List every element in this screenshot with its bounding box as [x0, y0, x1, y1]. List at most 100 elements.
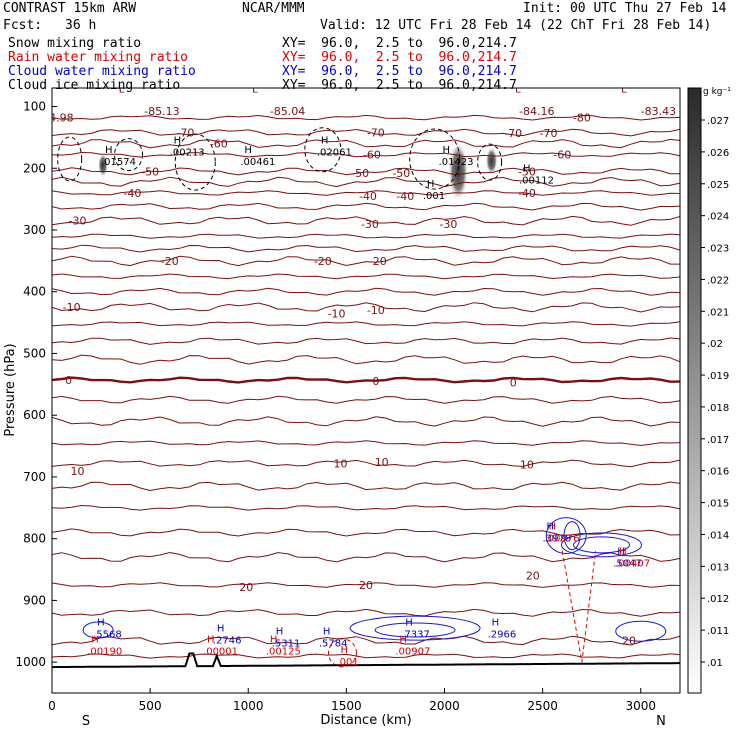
- cloud-water-contour: [563, 521, 581, 551]
- extremum-mark: L: [119, 84, 125, 95]
- extremum-value: .2746: [213, 635, 242, 646]
- extremum-value: .00976: [545, 534, 580, 545]
- isotherm-label: -60: [210, 138, 228, 151]
- field-snow-label: Snow mixing ratio: [8, 36, 142, 51]
- y-tick-label: 200: [23, 161, 46, 175]
- colorbar-tick-label: .013: [707, 562, 729, 573]
- isotherm-line: [52, 176, 680, 188]
- extremum-mark: H: [399, 635, 407, 646]
- field-cloudwater-xy: XY= 96.0, 2.5 to 96.0,214.7: [282, 64, 517, 79]
- extremum-value: .02061: [317, 148, 352, 159]
- isotherm-label: -70: [176, 126, 194, 139]
- isotherm-line: [52, 354, 680, 365]
- isotherm-label: -40: [359, 190, 377, 203]
- init-time: Init: 00 UTC Thu 27 Feb 14: [523, 1, 727, 16]
- isotherm-label: -50: [141, 165, 159, 178]
- colorbar-tick-label: .02: [707, 339, 723, 350]
- colorbar-tick-label: .025: [707, 180, 729, 191]
- cloud-water-contour: [349, 615, 481, 641]
- extremum-value: .00001: [203, 647, 238, 658]
- y-tick-label: 100: [23, 100, 46, 114]
- extremum-mark: H: [492, 617, 500, 628]
- isotherm-line: [52, 302, 680, 313]
- x-tick-label: 500: [139, 699, 162, 713]
- isotherm-label: 10: [71, 465, 85, 478]
- isotherm-label: -30: [439, 218, 457, 231]
- cloud-ice-contour: [114, 138, 144, 172]
- valid-time: Valid: 12 UTC Fri 28 Feb 14 (22 ChT Fri …: [320, 18, 712, 33]
- field-cloudice-xy: XY= 96.0, 2.5 to 96.0,214.7: [282, 78, 517, 93]
- isotherm-line: [52, 321, 680, 327]
- extremum-value: .3978: [543, 534, 572, 545]
- y-tick-label: 900: [23, 593, 46, 607]
- south-label: S: [82, 714, 90, 729]
- isotherm-line: [52, 255, 680, 267]
- isotherm-label: -50: [392, 167, 410, 180]
- extremum-mark: H: [207, 635, 215, 646]
- isotherm-label: -60: [553, 149, 571, 162]
- isotherm-line: [52, 167, 680, 176]
- isotherm-line: [52, 151, 680, 158]
- isotherm-label: -20: [314, 255, 332, 268]
- cloud-water-contour: [573, 536, 630, 554]
- x-tick-label: 2500: [527, 699, 558, 713]
- colorbar-tick-label: .019: [707, 371, 729, 382]
- extremum-mark: H: [405, 617, 413, 628]
- extremum-value: .5047: [613, 558, 642, 569]
- isotherm-label: 20: [526, 570, 540, 583]
- isotherm-line: [52, 608, 680, 617]
- field-cloudice-label: Cloud ice mixing ratio: [8, 78, 181, 93]
- isotherm-label: 20: [239, 581, 253, 594]
- extremum-value: .5311: [272, 639, 301, 650]
- extremum-mark: H: [549, 522, 557, 533]
- colorbar-tick-label: .017: [707, 435, 729, 446]
- colorbar-tick-label: .023: [707, 244, 729, 255]
- extremum-value: .2966: [488, 629, 517, 640]
- extremum-mark: H: [105, 145, 113, 156]
- y-axis-label: Pressure (hPa): [3, 343, 18, 436]
- colorbar-tick-label: .018: [707, 403, 729, 414]
- extremum-mark: H: [323, 627, 331, 638]
- extremum-mark: H: [321, 136, 329, 147]
- field-snow-xy: XY= 96.0, 2.5 to 96.0,214.7: [282, 36, 517, 51]
- isotherm-line: [52, 395, 680, 404]
- x-tick-label: 1000: [233, 699, 264, 713]
- north-label: N: [656, 714, 666, 729]
- isotherm-line: [52, 440, 680, 446]
- isotherm-line: [52, 635, 680, 646]
- y-tick-label: 400: [23, 285, 46, 299]
- isotherm-label: 0: [65, 374, 72, 387]
- colorbar-tick-label: .011: [707, 626, 729, 637]
- extremum-value: .001: [336, 657, 358, 668]
- isotherm-line: [52, 202, 680, 211]
- isotherm-line: [52, 481, 680, 492]
- extremum-value: .00907: [395, 647, 430, 658]
- colorbar-tick-label: .015: [707, 499, 729, 510]
- y-tick-label: 300: [23, 223, 46, 237]
- y-tick-label: 700: [23, 470, 46, 484]
- plot-frame: [51, 87, 681, 694]
- extremum-value: .00190: [87, 647, 122, 658]
- isotherm-line: [52, 376, 680, 384]
- rain-contour: [327, 638, 357, 668]
- extremum-value: .00407: [615, 558, 650, 569]
- forecast-hours: 36 h: [65, 18, 97, 33]
- isotherm-label: -80: [573, 112, 591, 125]
- isotherm-label: -20: [161, 255, 179, 268]
- isotherm-label: -40: [123, 187, 141, 200]
- isotherm-line: [52, 504, 680, 511]
- extremum-mark: H: [217, 623, 225, 634]
- snow-shading: [485, 146, 498, 175]
- x-tick-label: 2000: [429, 699, 460, 713]
- x-axis-label: Distance (km): [320, 713, 411, 728]
- field-cloudwater-label: Cloud water mixing ratio: [8, 64, 196, 79]
- isotherm-label: 20: [359, 579, 373, 592]
- colorbar-tick-label: .021: [707, 307, 729, 318]
- cloud-water-contour: [545, 517, 587, 555]
- isotherm-label: -10: [367, 304, 385, 317]
- extremum-mark: H: [97, 617, 105, 628]
- extremum-value: .00125: [266, 647, 301, 658]
- isotherm-line: [52, 416, 680, 427]
- isotherm-line: [52, 528, 680, 537]
- isotherm-line: [52, 273, 680, 280]
